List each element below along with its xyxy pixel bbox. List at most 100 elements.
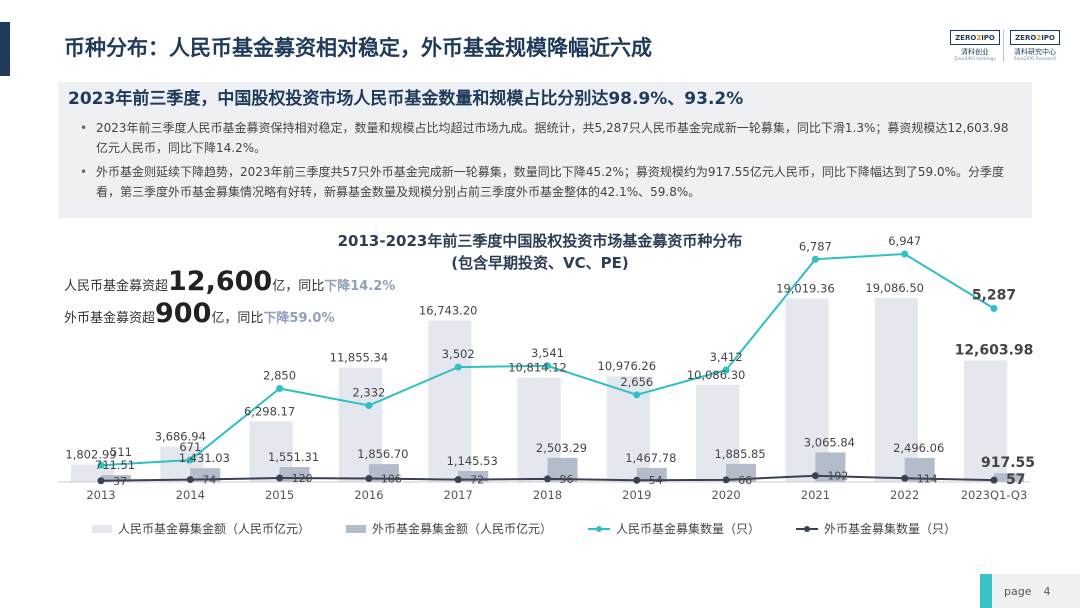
x-tick-label: 2018 <box>533 488 562 502</box>
fx-amount-label: 1,885.85 <box>714 447 765 461</box>
fx-amount-label: 3,065.84 <box>804 435 855 449</box>
title-accent-bar <box>0 22 10 76</box>
rmb-count-line-point <box>811 255 819 263</box>
fx-count-line-point <box>454 476 462 484</box>
rmb-amount-label: 1,802.99 <box>65 448 116 462</box>
bullet-point-1: • 2023年前三季度人民币基金募资保持相对稳定，数量和规模占比均超过市场九成。据… <box>80 121 1009 155</box>
rmb-count-label: 2,656 <box>620 375 653 389</box>
fx-count-label: 74 <box>202 474 216 487</box>
fx-count-label: 114 <box>917 472 938 485</box>
fx-amount-bar <box>101 475 131 482</box>
rmb-count-line-point <box>186 456 194 464</box>
rmb-count-label: 3,412 <box>710 350 743 364</box>
rmb-count-label: 3,502 <box>442 347 475 361</box>
rmb-count-line-point <box>365 401 373 409</box>
fx-count-line-point <box>365 475 373 483</box>
rmb-amount-bar <box>428 320 472 482</box>
x-tick-label: 2015 <box>265 488 294 502</box>
legend-item-fx-count: 外币基金募集数量（只） <box>796 520 956 537</box>
rmb-fundraising-callout: 人民币基金募资超12,600亿，同比下降14.2% <box>64 266 396 297</box>
rmb-count-label: 6,947 <box>888 234 921 248</box>
legend-item-rmb-count: 人民币基金募集数量（只） <box>588 520 760 537</box>
rmb-amount-bar <box>338 367 383 482</box>
rmb-count-label: 511 <box>110 445 132 459</box>
rmb-count-line-point <box>544 362 551 370</box>
fx-count-line-point <box>186 476 194 484</box>
logo-divider <box>1003 30 1004 62</box>
x-tick-label: 2022 <box>890 488 919 502</box>
fx-count-label: 57 <box>1006 472 1025 488</box>
fx-count-label: 120 <box>292 472 313 485</box>
rmb-amount-label: 19,086.50 <box>865 281 924 295</box>
fx-fundraising-callout: 外币基金募资超900亿，同比下降59.0% <box>64 298 335 329</box>
fx-amount-label: 917.55 <box>981 455 1035 471</box>
rmb-amount-label: 10,086.30 <box>687 368 746 382</box>
chart-title: 2013-2023年前三季度中国股权投资市场基金募资币种分布 (包含早期投资、V… <box>337 232 743 272</box>
rmb-amount-label: 10,814.12 <box>508 361 567 375</box>
rmb-amount-label: 11,855.34 <box>330 351 389 365</box>
rmb-count-line-point <box>276 384 284 392</box>
fx-count-label: 192 <box>827 470 848 483</box>
fx-count-label: 37 <box>113 475 127 488</box>
fx-amount-bar <box>726 463 757 482</box>
fx-count-line-point <box>97 477 105 485</box>
chart-legend: 人民币基金募集金额（人民币亿元） 外币基金募集金额（人民币亿元） 人民币基金募集… <box>92 520 956 537</box>
rmb-count-label: 2,332 <box>352 385 385 399</box>
fx-count-line-point <box>811 472 819 480</box>
rmb-amount-label: 10,976.26 <box>598 359 657 373</box>
fx-count-line-point <box>990 476 998 484</box>
x-tick-label: 2016 <box>354 488 383 502</box>
fx-amount-label: 1,856.70 <box>357 447 408 461</box>
x-tick-label: 2019 <box>622 488 651 502</box>
x-tick-label: 2014 <box>176 488 205 502</box>
fx-amount-label: 2,496.06 <box>893 441 944 455</box>
rmb-count-line-point <box>633 391 641 399</box>
summary-panel <box>58 82 1032 218</box>
rmb-count-line-point <box>454 363 462 371</box>
fx-count-line-point <box>544 475 551 483</box>
fx-amount-label: 711.51 <box>95 458 135 472</box>
rmb-count-label: 671 <box>179 440 201 454</box>
fx-count-label: 106 <box>381 473 402 486</box>
fx-amount-bar <box>458 470 489 482</box>
rmb-count-label: 3,541 <box>531 346 564 360</box>
slide-subtitle: 2023年前三季度，中国股权投资市场人民币基金数量和规模占比分别达98.9%、9… <box>68 89 744 109</box>
fx-count-label: 96 <box>560 473 574 486</box>
fx-amount-label: 1,551.31 <box>268 450 319 464</box>
rmb-amount-label: 3,686.94 <box>155 429 206 443</box>
rmb-count-label: 2,850 <box>263 368 296 382</box>
rmb-count-label: 6,787 <box>799 239 832 253</box>
fx-amount-label: 1,467.78 <box>625 451 676 465</box>
x-tick-label: 2020 <box>711 488 740 502</box>
fx-count-line-point <box>276 474 284 482</box>
fx-amount-bar <box>994 473 1024 482</box>
rmb-amount-label: 6,298.17 <box>244 404 295 418</box>
x-tick-label: 2017 <box>444 488 473 502</box>
legend-item-fx-amount: 外币基金募集金额（人民币亿元） <box>346 520 552 537</box>
legend-item-rmb-amount: 人民币基金募集金额（人民币亿元） <box>92 520 310 537</box>
rmb-count-line-point <box>990 304 998 312</box>
fx-amount-bar <box>368 464 399 482</box>
rmb-count-label: 5,287 <box>972 287 1016 303</box>
rmb-amount-label: 12,603.98 <box>955 342 1034 358</box>
x-tick-label: 2023Q1-Q3 <box>961 488 1028 502</box>
bullet-point-2: • 外币基金则延续下降趋势，2023年前三季度共57只外币基金完成新一轮募集，数量… <box>80 165 1005 199</box>
fx-amount-label: 2,503.29 <box>536 441 587 455</box>
rmb-count-line-point <box>901 250 909 258</box>
fx-count-label: 72 <box>470 474 484 487</box>
zero2ipo-holdings-logo: ZERO 2 IPO 清科创业 Zero2IPO Holdings <box>950 30 1000 64</box>
x-tick-label: 2021 <box>801 488 830 502</box>
rmb-count-line-point <box>722 366 730 374</box>
page-accent <box>980 574 992 608</box>
fx-count-line-point <box>633 476 641 484</box>
rmb-amount-label: 16,743.20 <box>419 304 478 318</box>
fx-amount-bar <box>636 467 667 482</box>
x-tick-label: 2013 <box>86 488 115 502</box>
zero2ipo-research-logo: ZERO 2 IPO 清科研究中心 Zero2IPO Research <box>1010 30 1060 64</box>
fx-count-label: 66 <box>738 474 752 487</box>
rmb-amount-bar <box>874 298 918 482</box>
fx-count-label: 54 <box>649 474 663 487</box>
fx-count-line-point <box>901 474 909 482</box>
rmb-amount-bar <box>964 360 1008 482</box>
